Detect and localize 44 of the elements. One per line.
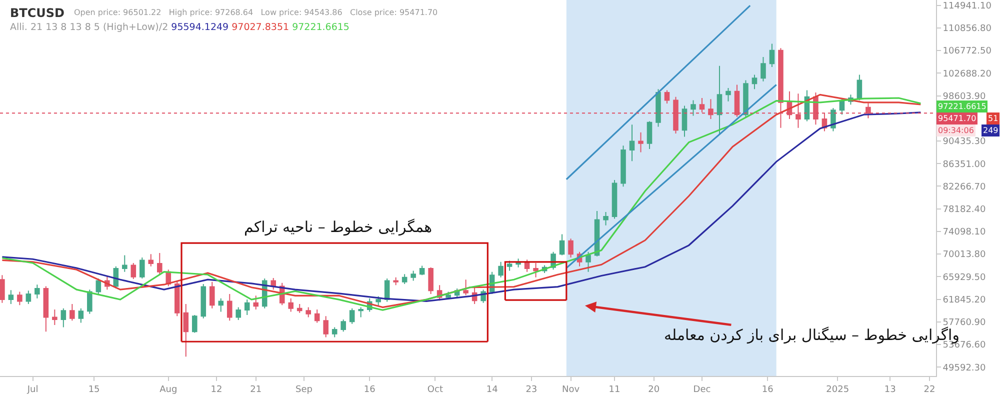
x-tick-label: 23 <box>526 384 538 395</box>
y-tick-label: 114941.10 <box>942 1 992 12</box>
y-tick-label: 110856.80 <box>942 24 992 34</box>
x-tick-label: 11 <box>608 384 620 395</box>
y-tick-label: 90435.30 <box>942 137 986 148</box>
annotation: 97027.8351 <box>232 22 290 33</box>
y-tick-label: 82266.70 <box>942 182 986 192</box>
y-tick-label: 78182.40 <box>942 204 986 215</box>
text: 249 <box>983 126 998 135</box>
x-tick-label: Aug <box>160 384 178 395</box>
x-tick-label: 13 <box>884 384 896 395</box>
x-tick-label: Nov <box>562 384 580 395</box>
text: 09:34:06 <box>938 126 974 135</box>
x-tick-label: 16 <box>364 384 376 395</box>
x-tick-label: Jul <box>26 384 38 395</box>
y-tick-label: 86351.00 <box>942 160 986 170</box>
y-tick-label: 102688.20 <box>942 69 992 80</box>
annotation: همگرایی خطوط – ناحیه تراکم <box>244 218 432 236</box>
text: 97221.6615 <box>938 102 986 111</box>
y-tick-label: 65929.50 <box>942 272 986 283</box>
x-tick-label: 21 <box>250 384 262 395</box>
text: Open price: 96501.22 High price: 97268.64 Low price: 94543.86 Close price: 95471.70 <box>74 8 438 17</box>
annotation: 95594.1249 <box>171 22 229 33</box>
y-tick-label: 98603.90 <box>942 92 986 102</box>
x-tick-label: 16 <box>762 384 774 395</box>
x-tick-label: 14 <box>486 384 498 395</box>
x-tick-label: 20 <box>648 384 660 395</box>
ref-line-label: 95471.70 <box>938 114 976 123</box>
y-tick-label: 61845.20 <box>942 295 986 306</box>
x-tick-label: 2025 <box>826 384 850 395</box>
text: 51 <box>988 114 998 123</box>
annotation: Alli. 21 13 8 13 8 5 (High+Low)/2 <box>10 22 168 33</box>
text: BTCUSD <box>10 6 65 20</box>
x-tick-label: Sep <box>295 384 313 395</box>
x-tick-label: Oct <box>427 384 444 395</box>
x-tick-label: 15 <box>88 384 100 395</box>
y-tick-label: 74098.10 <box>942 228 986 238</box>
x-tick-label: 12 <box>210 384 222 395</box>
x-tick-label: Dec <box>693 384 711 395</box>
y-tick-label: 106772.50 <box>942 46 992 57</box>
y-tick-label: 70013.80 <box>942 250 986 260</box>
annotation: 97221.6615 <box>292 22 350 33</box>
x-tick-label: 22 <box>924 384 936 395</box>
y-tick-label: 49592.30 <box>942 363 986 374</box>
